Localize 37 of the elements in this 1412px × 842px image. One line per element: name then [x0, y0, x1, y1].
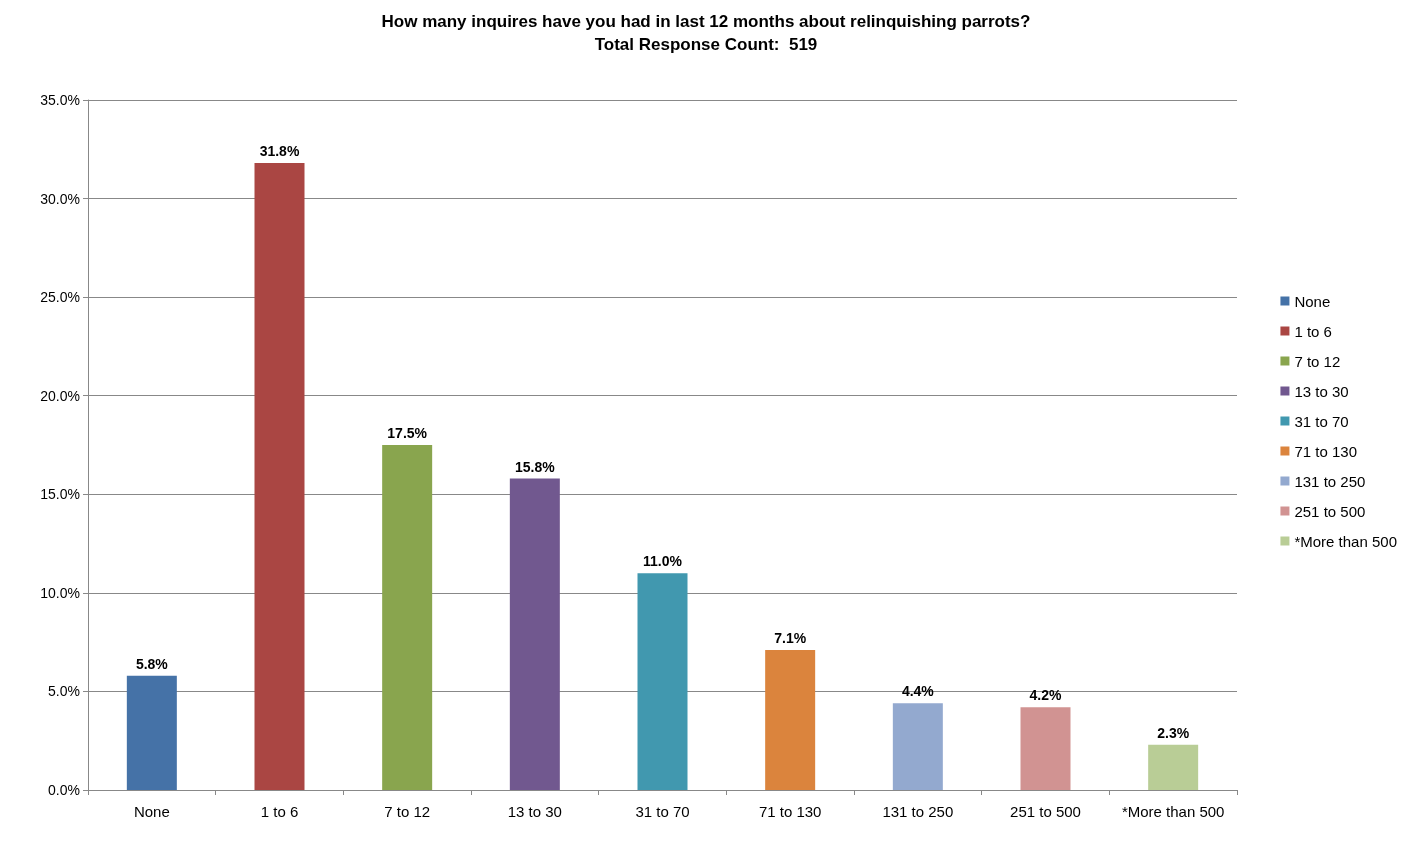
x-tick-label: 1 to 6: [260, 803, 299, 820]
y-tick-label: 20.0%: [40, 387, 80, 404]
x-tick-label: 71 to 130: [758, 803, 822, 820]
legend-label: *More than 500: [1294, 532, 1398, 550]
data-label: 7.1%: [774, 630, 807, 647]
y-tick-label: 5.0%: [48, 683, 80, 700]
legend-label: 131 to 250: [1294, 472, 1366, 490]
x-tick-label: 7 to 12: [384, 803, 431, 820]
legend-label: None: [1294, 292, 1331, 310]
x-tick-label: 131 to 250: [882, 803, 954, 820]
y-tick-label: 30.0%: [40, 190, 80, 207]
y-tick-label: 25.0%: [40, 289, 80, 306]
data-label: 31.8%: [259, 143, 300, 160]
data-label: 4.4%: [901, 683, 935, 700]
legend-label: 251 to 500: [1294, 502, 1366, 520]
legend-label: 71 to 130: [1294, 442, 1357, 460]
y-tick-label: 35.0%: [40, 92, 80, 108]
data-label: 5.8%: [135, 655, 169, 672]
legend-label: 7 to 12: [1294, 352, 1341, 370]
data-label: 15.8%: [514, 458, 556, 475]
data-label: 17.5%: [387, 425, 428, 441]
legend-label: 31 to 70: [1294, 412, 1349, 430]
y-tick-label: 10.0%: [40, 584, 80, 601]
data-label: 4.2%: [1029, 687, 1062, 704]
y-tick-label: 15.0%: [40, 486, 80, 503]
y-tick-label: 0.0%: [48, 782, 80, 798]
legend-label: 13 to 30: [1294, 382, 1349, 400]
x-tick-label: 31 to 70: [635, 803, 690, 820]
chart-subtitle: Total Response Count: 519: [594, 35, 818, 54]
x-tick-label: None: [133, 803, 170, 820]
x-tick-label: 13 to 30: [507, 803, 562, 820]
x-tick-label: *More than 500: [1121, 803, 1225, 820]
data-label: 11.0%: [643, 553, 683, 570]
legend-label: 1 to 6: [1294, 322, 1332, 340]
x-tick-label: 251 to 500: [1010, 803, 1081, 820]
chart-title: How many inquires have you had in last 12 months about relinquishing parrots?: [381, 12, 1031, 31]
data-label: 2.3%: [1157, 724, 1190, 741]
